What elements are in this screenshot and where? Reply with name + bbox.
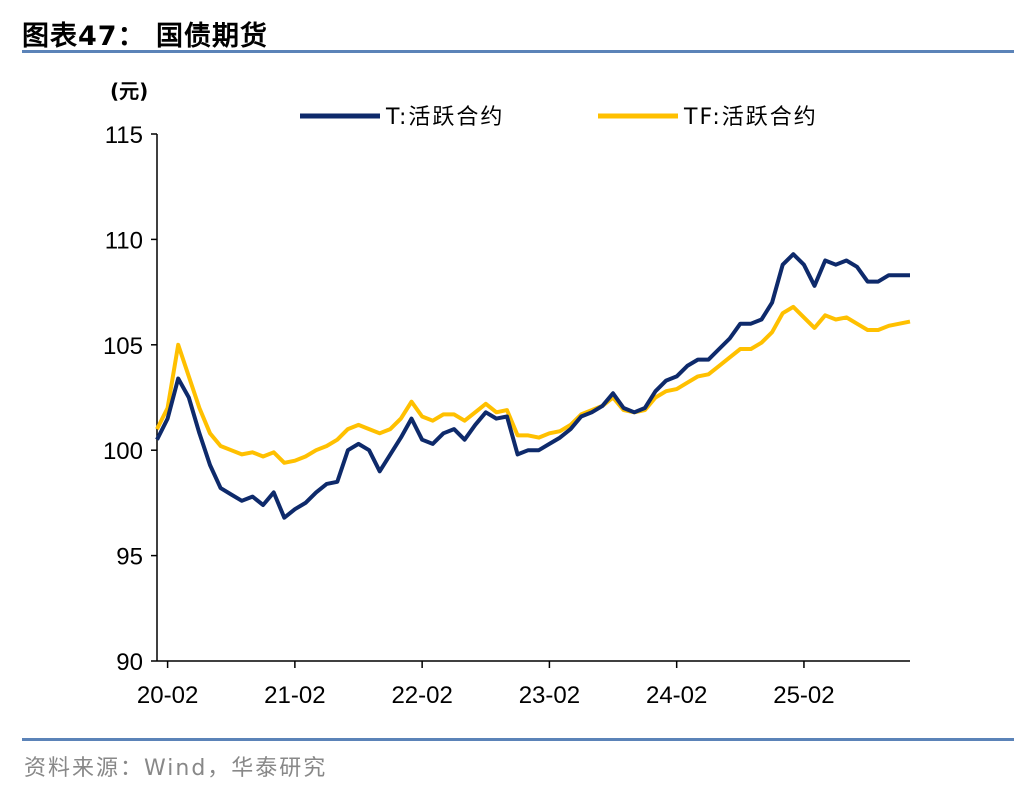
source-note: 资料来源：Wind，华泰研究 (24, 756, 328, 781)
y-tick-label: 110 (105, 227, 143, 254)
x-tick-label: 24-02 (646, 682, 707, 709)
y-axis-unit: (元) (110, 79, 148, 103)
axes: 90 95 100 105 110 115 20-02 21-02 22-02 23-02 24-0… (103, 122, 910, 709)
x-tick-label: 25-02 (773, 682, 834, 709)
x-tick-label: 21-02 (264, 682, 325, 709)
series-line-tf (155, 304, 911, 465)
y-tick-label: 90 (116, 649, 143, 676)
x-tick-label: 23-02 (519, 682, 580, 709)
footer-divider (22, 738, 1014, 741)
y-tick-label: 105 (103, 333, 143, 360)
series-lines (155, 252, 911, 520)
y-tick-label: 95 (116, 544, 143, 571)
series-line-t (155, 252, 910, 520)
legend-label-tf: TF:活跃合约 (683, 105, 818, 130)
figure-title: 图表47： 国债期货 (22, 21, 268, 52)
x-tick-label: 22-02 (391, 682, 452, 709)
title-divider (22, 50, 1014, 53)
x-tick-label: 20-02 (137, 682, 198, 709)
y-tick-label: 100 (103, 438, 143, 465)
legend-label-t: T:活跃合约 (385, 105, 504, 130)
legend: T:活跃合约 TF:活跃合约 (300, 105, 818, 130)
y-tick-label: 115 (105, 122, 143, 149)
